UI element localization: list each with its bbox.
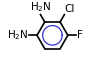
Text: H$_2$N: H$_2$N	[7, 28, 28, 42]
Text: H$_2$N: H$_2$N	[30, 0, 51, 14]
Text: Cl: Cl	[65, 4, 75, 14]
Text: F: F	[77, 30, 83, 40]
